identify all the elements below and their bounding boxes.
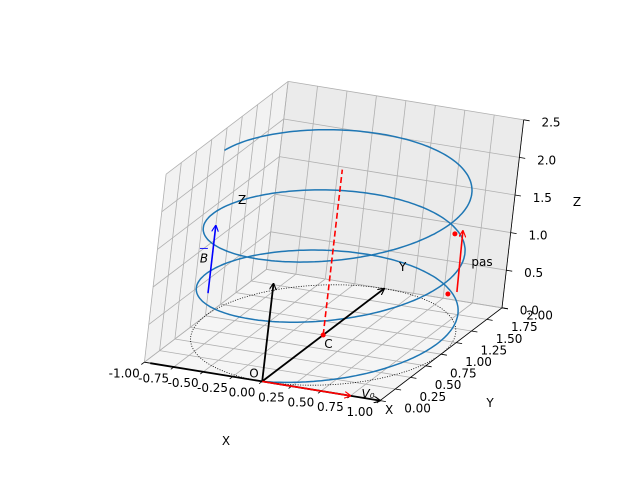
chart-marks: X Y Z O C V₀ B pas: [150, 128, 493, 417]
grid-line-y-left: [159, 162, 182, 351]
z-tick-label: 1.0: [528, 229, 547, 243]
field-label: B: [200, 251, 208, 265]
grid-line-z-back: [275, 193, 511, 233]
x-tick-label: -0.50: [168, 376, 199, 390]
y-tick-label: 1.25: [480, 343, 507, 357]
grid-line-z-back: [279, 156, 516, 196]
y-tick-label: 1.75: [511, 320, 538, 334]
grid-line-z-back: [288, 81, 524, 121]
y-tick-label: 0.00: [404, 401, 431, 415]
pitch-label: pas: [471, 255, 492, 269]
z-axis-line: [501, 119, 525, 308]
x-tick-label: 0.00: [229, 386, 256, 400]
x-tick-mark: [141, 361, 145, 365]
z-tick-label: 2.0: [537, 153, 556, 167]
grid-line-x-back: [383, 100, 407, 289]
y-tick-label: 1.50: [496, 332, 523, 346]
pitch-point-low: [445, 291, 451, 297]
y-tick-mark: [440, 353, 447, 356]
pitch-arrow: [456, 231, 463, 293]
y-tick-mark: [395, 388, 402, 391]
y-axis-label: Y: [485, 396, 494, 410]
z-axis-label: Z: [573, 195, 581, 209]
pitch-point-high: [452, 231, 458, 237]
tick-labels: -1.00-0.75-0.50-0.25 0.00 0.25 0.50 0.75 1.00…: [109, 116, 581, 448]
grid-line-x-back: [295, 86, 318, 275]
z-tick-mark: [506, 269, 513, 272]
grid-line-x-back: [413, 105, 436, 294]
grid-line-y-left: [250, 92, 274, 282]
x-tick-label: -0.25: [197, 381, 228, 395]
z-tick-label: 0.0: [520, 304, 539, 318]
grid-line-x-back: [442, 110, 466, 299]
center-point: [320, 332, 326, 338]
x-tick-label: -0.75: [138, 371, 169, 385]
grid-line-y-left: [220, 116, 243, 305]
grid-line-x-back: [324, 90, 348, 280]
x-tick-label: 0.50: [288, 395, 315, 409]
field-vector: [207, 226, 216, 294]
x-tick-label: 0.25: [258, 390, 285, 404]
z-tick-label: 0.5: [524, 266, 543, 280]
y-tick-label: 0.25: [419, 390, 446, 404]
x-axis-label: X: [222, 434, 230, 448]
grid-line-x-back: [472, 114, 495, 304]
z-tick-mark: [523, 119, 530, 122]
z-tick-mark: [514, 194, 521, 197]
y-tick-label: 0.75: [450, 367, 477, 381]
y-tick-mark: [425, 365, 432, 368]
y-tick-mark: [456, 342, 463, 344]
grid-line-y-left: [144, 174, 167, 363]
y-tick-label: 2.00: [526, 309, 553, 323]
x-tick-label: 0.75: [317, 400, 344, 414]
x-tick-label: 1.00: [346, 405, 373, 419]
z-tick-mark: [519, 157, 526, 159]
grid-line-z-left: [157, 156, 280, 250]
center-axis-line: [322, 169, 344, 336]
grid-line-y-left: [174, 150, 197, 340]
y-tick-label: 1.00: [465, 355, 492, 369]
y-tick-mark: [410, 377, 417, 379]
x-tick-label: -1.00: [109, 366, 140, 380]
z-tick-mark: [501, 307, 508, 310]
y-tick-mark: [379, 400, 386, 402]
y-tick-label: 0.50: [435, 378, 462, 392]
z-tick-label: 2.5: [541, 116, 560, 130]
axis-vector-y-label: Y: [398, 260, 407, 274]
y-tick-mark: [471, 330, 478, 333]
axis-vector-z: [261, 284, 273, 382]
grid-line-z-left: [161, 118, 284, 213]
y-tick-mark: [486, 319, 493, 321]
grid-line-y-left: [189, 139, 213, 328]
grid-line-z-left: [144, 269, 267, 363]
origin-label: O: [249, 366, 258, 380]
axis-vector-z-label: Z: [238, 193, 246, 207]
grid-line-y-left: [266, 81, 289, 270]
velocity-label: V₀: [362, 387, 375, 401]
z-tick-label: 1.5: [533, 191, 552, 205]
center-label: C: [324, 337, 332, 351]
grid-line-z-left: [165, 81, 289, 175]
z-tick-mark: [510, 232, 517, 234]
axis-vector-x-label: X: [385, 403, 393, 417]
velocity-vector: [262, 380, 350, 395]
axis-vector-x-back: [150, 362, 263, 383]
